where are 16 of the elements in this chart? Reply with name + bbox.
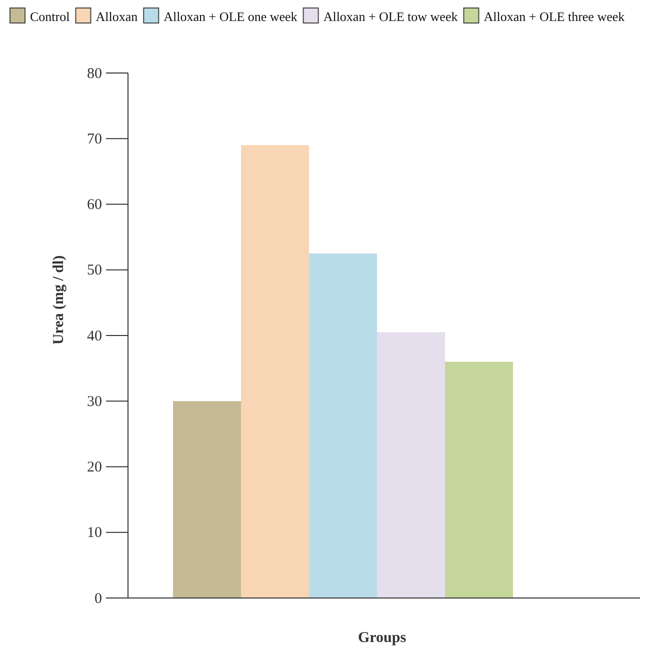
legend-label: Alloxan + OLE three week <box>484 9 626 24</box>
y-tick-label: 0 <box>94 590 102 607</box>
legend-label: Alloxan + OLE one week <box>164 9 298 24</box>
y-tick-label: 80 <box>87 66 102 82</box>
y-axis-title: Urea (mg / dl) <box>51 255 67 345</box>
y-tick-label: 60 <box>87 197 102 214</box>
legend-label: Alloxan <box>96 9 138 24</box>
y-tick-label: 50 <box>87 262 102 279</box>
legend-label: Alloxan + OLE tow week <box>323 9 458 24</box>
y-tick-label: 30 <box>87 394 102 410</box>
y-tick-label: 20 <box>87 460 102 476</box>
y-tick-label: 70 <box>87 131 102 148</box>
x-axis-title: Groups <box>358 630 406 646</box>
legend-label: Control <box>30 9 70 24</box>
y-tick-label: 40 <box>87 328 102 344</box>
y-tick-label: 10 <box>87 525 102 542</box>
